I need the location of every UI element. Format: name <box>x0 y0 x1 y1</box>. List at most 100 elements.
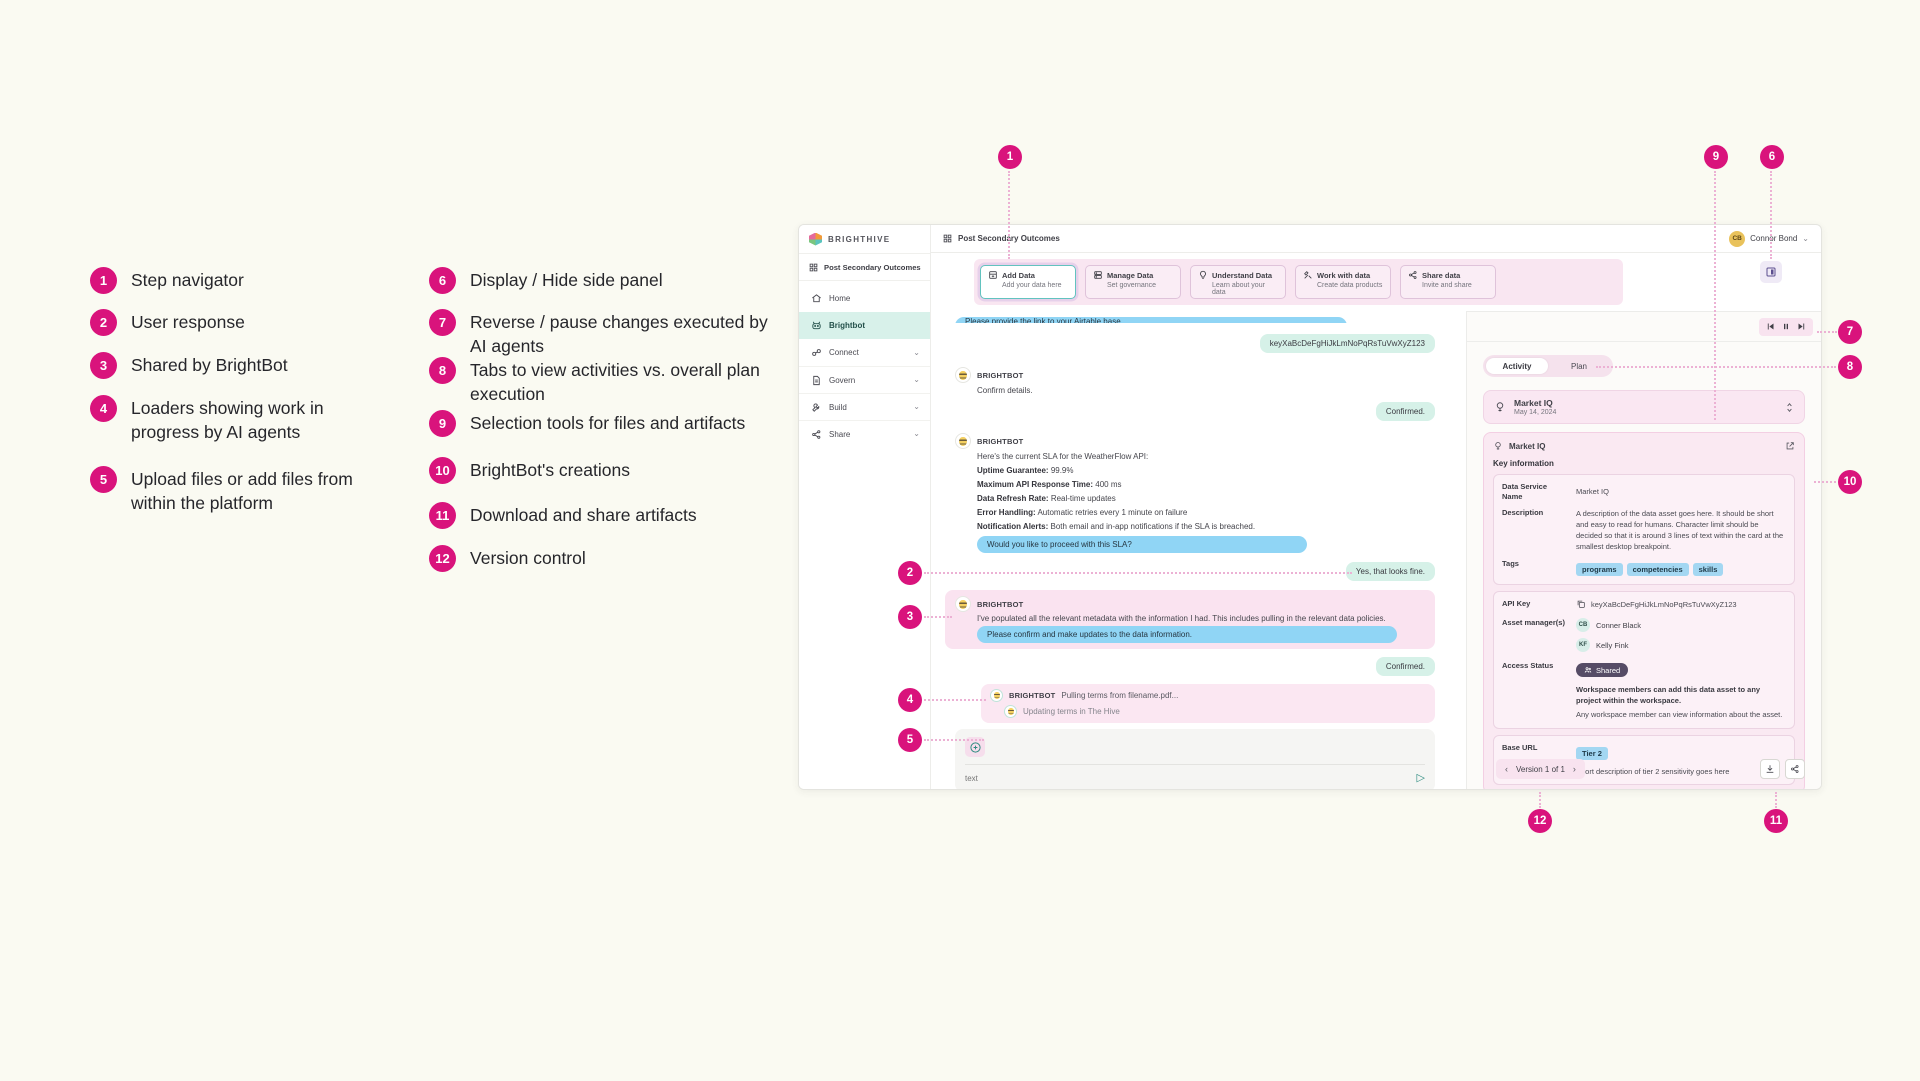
chevron-right-icon[interactable]: › <box>1572 764 1576 774</box>
tab-activity[interactable]: Activity <box>1486 358 1548 374</box>
external-link-icon[interactable] <box>1785 441 1795 451</box>
legend-label-11: Download and share artifacts <box>470 505 697 525</box>
sidebar-item-home[interactable]: Home <box>799 285 930 312</box>
step-card-manage-data[interactable]: Manage Data Set governance <box>1085 265 1181 299</box>
side-panel-toggle-button[interactable] <box>1760 261 1782 283</box>
legend-label-8: Tabs to view activities vs. overall plan… <box>470 360 760 404</box>
brightbot-avatar <box>990 689 1003 702</box>
brightbot-avatar <box>955 596 971 612</box>
asset-manager-row: KF Kelly Fink <box>1576 638 1786 652</box>
step-card-understand-data[interactable]: Understand Data Learn about your data <box>1190 265 1286 299</box>
legend-item-12: 12 Version control <box>429 545 780 572</box>
skip-back-icon[interactable] <box>1766 322 1775 331</box>
user-menu[interactable]: CB Connor Bond ⌄ <box>1729 230 1809 247</box>
legend-item-7: 7 Reverse / pause changes executed by AI… <box>429 309 780 358</box>
asset-manager-name: Kelly Fink <box>1596 640 1629 650</box>
pause-icon[interactable] <box>1782 322 1790 331</box>
selector-title: Market IQ <box>1514 398 1553 408</box>
field-label: API Key <box>1502 599 1531 608</box>
annotation-line-10 <box>1814 481 1836 483</box>
annotation-line-2 <box>924 572 1352 574</box>
user-name: Connor Bond <box>1750 234 1798 243</box>
send-icon[interactable]: ▷ <box>1416 772 1425 784</box>
legend-item-8: 8 Tabs to view activities vs. overall pl… <box>429 357 780 406</box>
sidebar-item-label: Build <box>829 402 847 412</box>
sidebar-item-govern[interactable]: Govern ⌄ <box>799 366 930 393</box>
step-card-work-with-data[interactable]: Work with data Create data products <box>1295 265 1391 299</box>
sla-row: Data Refresh Rate: Real-time updates <box>977 494 1435 503</box>
legend-label-9: Selection tools for files and artifacts <box>470 413 746 433</box>
sla-label: Error Handling: <box>977 508 1036 517</box>
asset-manager-row: CB Conner Black <box>1576 618 1786 632</box>
legend-label-3: Shared by BrightBot <box>131 355 288 375</box>
bot-name: BRIGHTBOT <box>977 370 1024 380</box>
workspace-grid-icon <box>809 263 818 271</box>
tier-description: Short description of tier 2 sensitivity … <box>1576 766 1730 776</box>
artifact-selector[interactable]: Market IQ May 14, 2024 <box>1483 390 1805 424</box>
annotation-badge-1: 1 <box>998 145 1022 169</box>
chat-scrolled-bubble: Please provide the link to your Airtable… <box>955 311 1435 323</box>
user-response-bubble: Confirmed. <box>1375 402 1435 421</box>
sla-value: Both email and in-app notifications if t… <box>1050 522 1256 531</box>
sidebar-item-share[interactable]: Share ⌄ <box>799 420 930 447</box>
legend-badge-6: 6 <box>429 267 456 294</box>
workspace-switcher[interactable]: Post Secondary Outcomes <box>799 254 930 281</box>
share-button[interactable] <box>1785 759 1805 779</box>
annotation-line-5 <box>924 739 984 741</box>
tag-chip: competencies <box>1626 563 1689 576</box>
user-reply-row: Confirmed. <box>955 656 1435 676</box>
agent-spinner-avatar <box>1004 705 1017 718</box>
base-url-card: Base URL Tier 2 Short description of tie… <box>1493 734 1795 785</box>
menu-grid-icon[interactable] <box>943 234 952 243</box>
avatar: KF <box>1576 638 1590 652</box>
tag-chip: programs <box>1576 563 1623 576</box>
sidebar-item-build[interactable]: Build ⌄ <box>799 393 930 420</box>
legend-badge-8: 8 <box>429 357 456 384</box>
download-button[interactable] <box>1760 759 1780 779</box>
legend-badge-4: 4 <box>90 395 117 422</box>
annotation-badge-10: 10 <box>1838 470 1862 494</box>
brighthive-logo-icon <box>809 232 822 246</box>
sla-intro: Here's the current SLA for the WeatherFl… <box>977 452 1149 461</box>
tab-plan[interactable]: Plan <box>1570 361 1587 371</box>
input-divider <box>965 764 1425 765</box>
key-information-card: Data Service Name Market IQ Description … <box>1493 474 1795 585</box>
wrench-icon <box>812 402 820 412</box>
tree-icon <box>1495 442 1501 450</box>
skip-forward-icon[interactable] <box>1797 322 1806 331</box>
step-card-add-data[interactable]: Add Data Add your data here <box>980 265 1076 299</box>
loader-substatus-text: Updating terms in The Hive <box>1023 707 1120 716</box>
step-card-subtitle: Invite and share <box>1422 282 1472 289</box>
legend-label-6: Display / Hide side panel <box>470 270 663 290</box>
user-response-bubble: Confirmed. <box>1375 657 1435 676</box>
annotation-line-11 <box>1775 792 1777 808</box>
annotation-badge-6: 6 <box>1760 145 1784 169</box>
legend-item-4: 4 Loaders showing work in progress by AI… <box>90 395 381 444</box>
link-icon <box>812 349 821 356</box>
home-icon <box>812 294 821 303</box>
sidebar-item-connect[interactable]: Connect ⌄ <box>799 339 930 366</box>
sidebar-item-brightbot[interactable]: Brightbot <box>799 312 930 339</box>
legend-item-9: 9 Selection tools for files and artifact… <box>429 410 780 437</box>
upload-button[interactable] <box>965 737 985 757</box>
step-card-title: Understand Data <box>1212 270 1273 280</box>
field-label: Description <box>1502 508 1544 517</box>
annotation-line-7 <box>1817 331 1837 333</box>
chevron-left-icon[interactable]: ‹ <box>1505 764 1508 774</box>
panel-toggle-icon <box>1766 267 1776 277</box>
step-card-share-data[interactable]: Share data Invite and share <box>1400 265 1496 299</box>
bee-icon <box>959 599 967 609</box>
user-reply-row: keyXaBcDeFgHiJkLmNoPqRsTuVwXyZ123 <box>955 333 1435 353</box>
legend-item-1: 1 Step navigator <box>90 267 371 294</box>
robot-icon <box>812 321 821 330</box>
select-updown-icon <box>1787 402 1792 412</box>
chevron-down-icon: ⌄ <box>913 402 920 411</box>
sidebar-item-label: Share <box>829 429 851 439</box>
bot-name: BRIGHTBOT <box>977 436 1024 446</box>
share-data-icon <box>1409 271 1417 279</box>
sidebar-nav: Home Brightbot Connect ⌄ Govern ⌄ Build … <box>799 281 930 447</box>
sla-row: Notification Alerts: Both email and in-a… <box>977 522 1435 531</box>
chat-text-input[interactable] <box>965 774 1417 783</box>
step-card-subtitle: Create data products <box>1317 282 1383 289</box>
copy-icon[interactable] <box>1576 599 1586 609</box>
